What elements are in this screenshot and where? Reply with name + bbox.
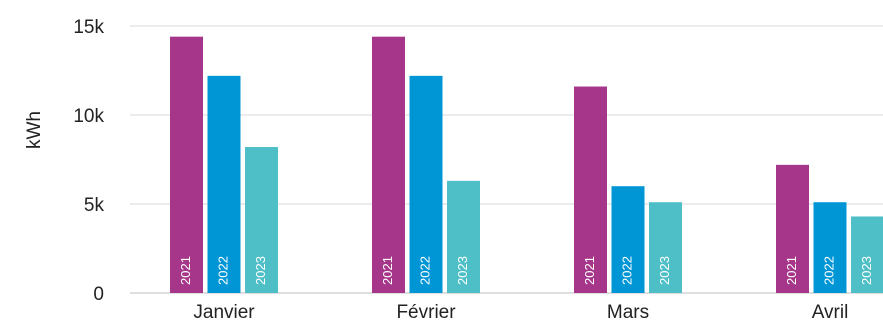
bar-2021-avril (776, 164, 809, 293)
y-tick-label: 0 (93, 284, 104, 305)
x-category-label: Janvier (193, 302, 255, 322)
bar-2022-avril (813, 202, 847, 293)
x-axis-categories: Janvier Février Mars Avril (193, 302, 848, 322)
x-category-label: Avril (812, 302, 849, 322)
bar-2023-mars (649, 202, 682, 293)
bar-series-label: 2023 (657, 256, 672, 285)
x-category-label: Mars (607, 302, 649, 322)
bar-series-label: 2021 (784, 256, 799, 285)
y-tick-label: 10k (73, 106, 104, 127)
bars: 2021 2022 2023 2021 2022 2023 2021 2022 2023 2021… (170, 36, 883, 294)
bar-series-label: 2021 (582, 256, 597, 285)
bar-2021-janvier (170, 36, 203, 294)
y-axis-ticks: 0 5k 10k 15k (73, 17, 104, 305)
bar-series-label: 2022 (821, 256, 836, 285)
bar-series-label: 2022 (215, 256, 230, 285)
bar-2021-mars (574, 86, 607, 294)
bar-series-label: 2022 (619, 256, 634, 285)
bar-series-label: 2022 (417, 256, 432, 285)
bar-series-label: 2023 (455, 256, 470, 285)
bar-2022-février (409, 75, 443, 293)
bar-2021-février (372, 36, 405, 294)
y-axis-label: kWh (24, 111, 45, 149)
y-tick-label: 5k (84, 195, 105, 216)
grid-lines (130, 25, 883, 294)
bar-series-label: 2023 (253, 256, 268, 285)
y-tick-label: 15k (73, 17, 104, 38)
x-category-label: Février (396, 302, 456, 322)
bar-2023-février (447, 180, 480, 293)
bar-2022-janvier (207, 75, 241, 293)
bar-2023-janvier (245, 147, 278, 293)
bar-2022-mars (611, 186, 645, 293)
bar-2023-avril (851, 216, 883, 293)
bar-series-label: 2021 (380, 256, 395, 285)
bar-series-label: 2021 (178, 256, 193, 285)
bar-series-label: 2023 (859, 256, 874, 285)
